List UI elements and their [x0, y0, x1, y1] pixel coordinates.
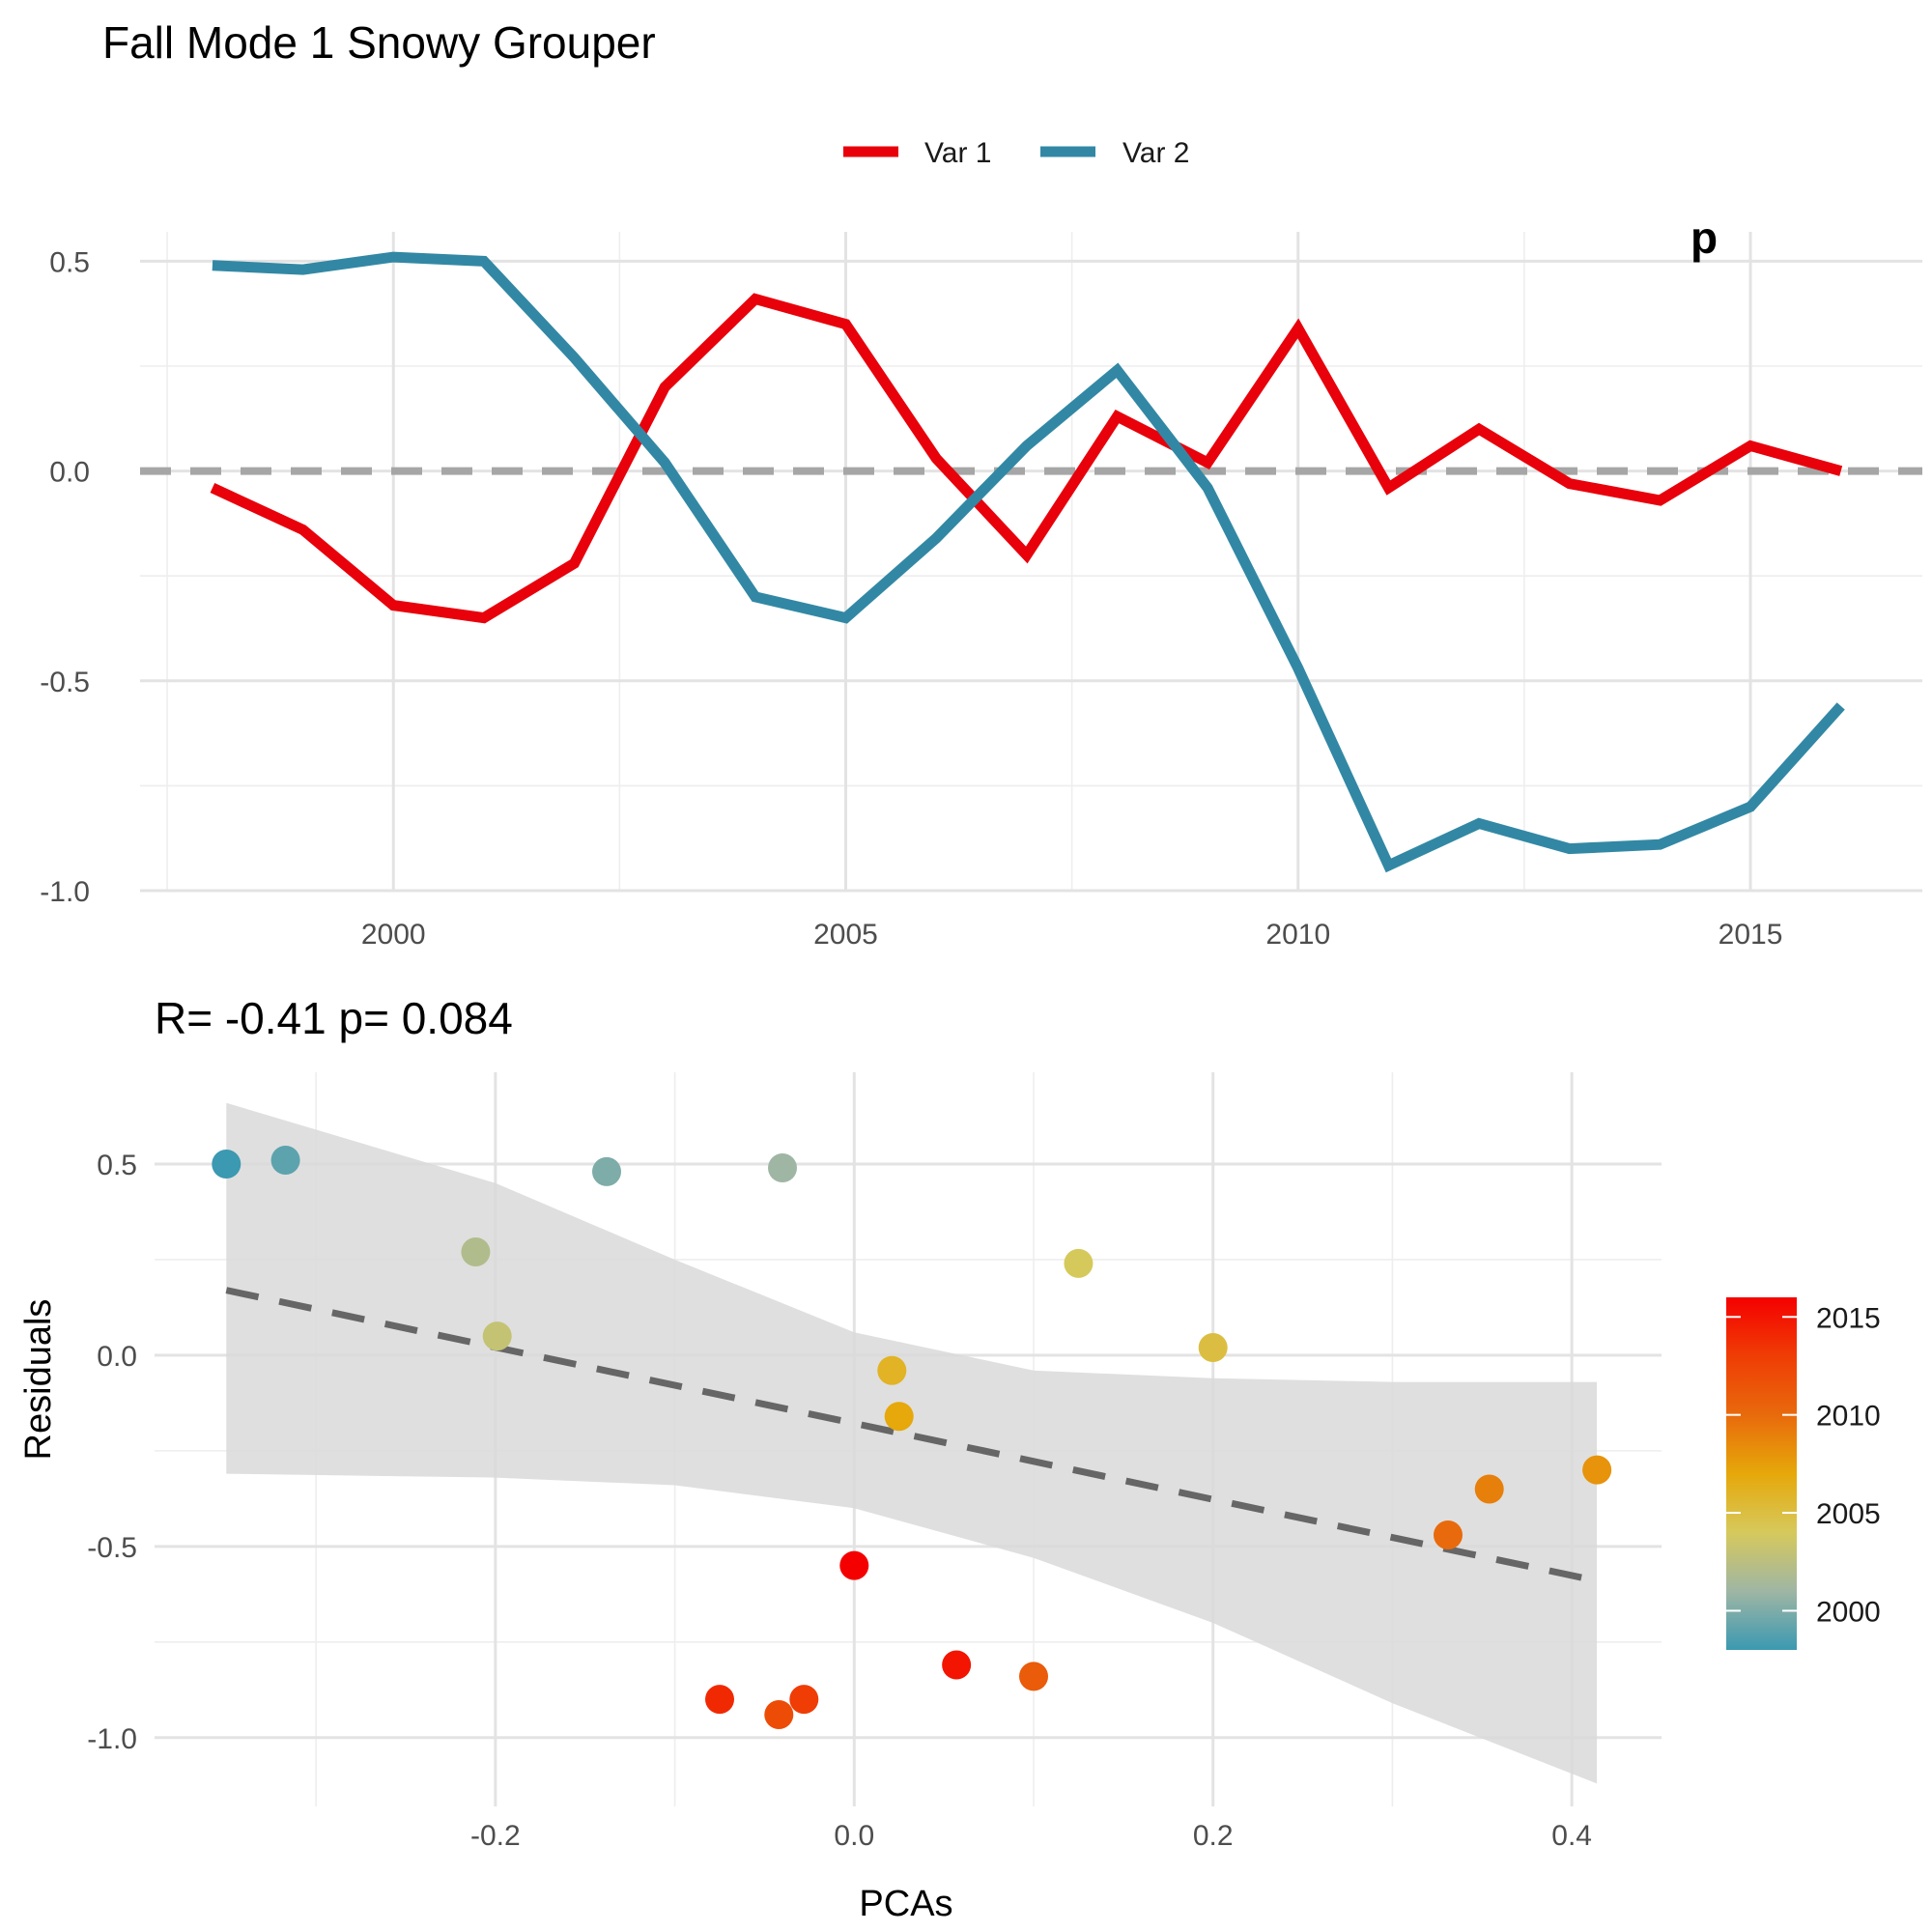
scatter-point-2007 — [884, 1402, 914, 1432]
scatter-panel: R= -0.41 p= 0.084 0.5 0.0 -0.5 -1.0 -0.2 0.0… — [18, 993, 1881, 1924]
scatter-point-2015 — [942, 1650, 972, 1680]
scatter-point-1999 — [270, 1146, 300, 1176]
scatter-point-2001 — [768, 1152, 797, 1182]
y-tick-label: -1.0 — [40, 876, 90, 908]
scatter-point-2006 — [877, 1355, 907, 1385]
scatter-point-2002 — [461, 1237, 491, 1267]
x-tick-label: 0.4 — [1551, 1820, 1592, 1852]
chart-title: Fall Mode 1 Snowy Grouper — [102, 17, 656, 68]
confidence-band — [226, 1102, 1598, 1784]
y-tick-label: 0.0 — [49, 457, 90, 489]
scatter-point-2013 — [789, 1685, 819, 1715]
x-tick-label: 2005 — [813, 919, 878, 951]
scatter-point-2016 — [839, 1550, 869, 1580]
legend-label-var-1: Var 1 — [924, 137, 991, 169]
scatter-point-2014 — [705, 1685, 734, 1715]
legend-label-var-2: Var 2 — [1122, 137, 1189, 169]
regression-dashed-line — [225, 1287, 1598, 1584]
colorbar-tick-label: 2010 — [1816, 1401, 1881, 1433]
y-axis-title: Residuals — [18, 1299, 59, 1461]
x-tick-label: 2010 — [1265, 919, 1330, 951]
series-line-var-2 — [212, 251, 1845, 873]
scatter-point-2003 — [482, 1321, 512, 1351]
colorbar-ticks: 2015 2010 2005 2000 — [1726, 1302, 1881, 1628]
y-tick-label: 0.5 — [49, 246, 90, 278]
scatter-x-ticks: -0.2 0.0 0.2 0.4 — [470, 1820, 1592, 1852]
scatter-point-2008 — [1582, 1455, 1612, 1485]
colorbar — [1726, 1297, 1797, 1650]
scatter-y-ticks: 0.5 0.0 -0.5 -1.0 — [87, 1150, 137, 1755]
scatter-points — [212, 1146, 1612, 1729]
x-tick-label: 0.2 — [1193, 1820, 1234, 1852]
y-tick-label: -0.5 — [40, 667, 90, 698]
x-tick-label: 0.0 — [834, 1820, 874, 1852]
x-axis-title: PCAs — [859, 1884, 952, 1924]
colorbar-tick-label: 2000 — [1816, 1596, 1881, 1628]
scatter-point-2012 — [764, 1700, 794, 1729]
scatter-point-2010 — [1434, 1520, 1463, 1549]
x-tick-label: -0.2 — [470, 1820, 521, 1852]
x-tick-label: 2015 — [1719, 919, 1783, 951]
confidence-band-area — [226, 1102, 1598, 1784]
line-chart-panel: Fall Mode 1 Snowy Grouper Var 1 Var 2 p … — [40, 17, 1922, 951]
scatter-point-2009 — [1474, 1474, 1504, 1504]
scatter-point-2011 — [1019, 1662, 1048, 1691]
fit-line — [225, 1287, 1598, 1584]
corner-annotation: p — [1690, 213, 1718, 263]
scatter-point-2005 — [1198, 1333, 1228, 1362]
y-tick-label: -1.0 — [87, 1723, 137, 1755]
x-tick-label: 2000 — [361, 919, 426, 951]
scatter-point-2004 — [1064, 1248, 1094, 1278]
line-chart-y-ticks: 0.5 0.0 -0.5 -1.0 — [40, 246, 90, 908]
correlation-title: R= -0.41 p= 0.084 — [155, 993, 513, 1043]
scatter-point-1998 — [212, 1150, 242, 1179]
scatter-point-2000 — [592, 1156, 621, 1186]
series-line-var-1 — [210, 293, 1843, 624]
line-chart-series — [210, 251, 1845, 873]
colorbar-tick-label: 2015 — [1816, 1302, 1881, 1334]
line-chart-x-ticks: 2000 2005 2010 2015 — [361, 919, 1783, 951]
legend: Var 1 Var 2 — [843, 137, 1189, 169]
y-tick-label: 0.5 — [97, 1150, 137, 1181]
line-chart-grid — [140, 232, 1922, 893]
y-tick-label: 0.0 — [97, 1341, 137, 1373]
colorbar-tick-label: 2005 — [1816, 1498, 1881, 1530]
y-tick-label: -0.5 — [87, 1532, 137, 1564]
